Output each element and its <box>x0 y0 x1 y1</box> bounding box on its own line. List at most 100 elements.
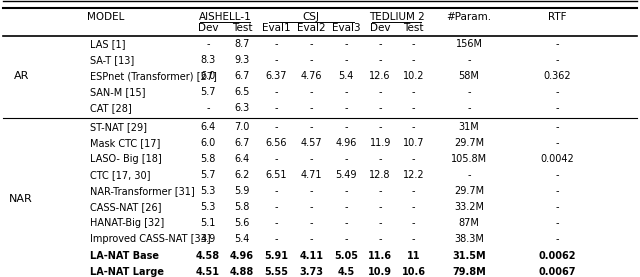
Text: 10.2: 10.2 <box>403 71 424 81</box>
Text: -: - <box>344 154 348 164</box>
Text: 12.2: 12.2 <box>403 170 424 180</box>
Text: -: - <box>310 87 314 97</box>
Text: NAR: NAR <box>9 194 33 204</box>
Text: 4.96: 4.96 <box>230 251 254 261</box>
Text: 6.56: 6.56 <box>266 138 287 148</box>
Text: -: - <box>412 154 415 164</box>
Text: -: - <box>555 103 559 113</box>
Text: -: - <box>378 219 382 229</box>
Text: -: - <box>412 87 415 97</box>
Text: -: - <box>412 202 415 212</box>
Text: -: - <box>467 170 471 180</box>
Text: -: - <box>310 219 314 229</box>
Text: -: - <box>467 87 471 97</box>
Text: -: - <box>344 39 348 49</box>
Text: -: - <box>275 202 278 212</box>
Text: -: - <box>378 87 382 97</box>
Text: -: - <box>555 39 559 49</box>
Text: 12.6: 12.6 <box>369 71 391 81</box>
Text: 3.73: 3.73 <box>300 267 324 277</box>
Text: 29.7M: 29.7M <box>454 186 484 196</box>
Text: LA-NAT Base: LA-NAT Base <box>90 251 159 261</box>
Text: Eval1: Eval1 <box>262 23 291 34</box>
Text: NAR-Transformer [31]: NAR-Transformer [31] <box>90 186 195 196</box>
Text: 5.8: 5.8 <box>234 202 250 212</box>
Text: 4.76: 4.76 <box>301 71 323 81</box>
Text: 87M: 87M <box>459 219 479 229</box>
Text: MODEL: MODEL <box>87 12 124 22</box>
Text: 7.0: 7.0 <box>234 122 250 132</box>
Text: Dev: Dev <box>198 23 218 34</box>
Text: CAT [28]: CAT [28] <box>90 103 131 113</box>
Text: -: - <box>344 87 348 97</box>
Text: 5.9: 5.9 <box>234 186 250 196</box>
Text: -: - <box>344 202 348 212</box>
Text: -: - <box>378 39 382 49</box>
Text: 10.9: 10.9 <box>368 267 392 277</box>
Text: -: - <box>378 235 382 245</box>
Text: Dev: Dev <box>370 23 390 34</box>
Text: -: - <box>275 39 278 49</box>
Text: 6.3: 6.3 <box>234 103 250 113</box>
Text: -: - <box>275 219 278 229</box>
Text: AISHELL-1: AISHELL-1 <box>198 12 252 22</box>
Text: 10.6: 10.6 <box>401 267 426 277</box>
Text: 5.1: 5.1 <box>200 219 216 229</box>
Text: -: - <box>344 219 348 229</box>
Text: 4.5: 4.5 <box>338 267 355 277</box>
Text: -: - <box>555 87 559 97</box>
Text: 31.5M: 31.5M <box>452 251 486 261</box>
Text: 38.3M: 38.3M <box>454 235 484 245</box>
Text: -: - <box>344 186 348 196</box>
Text: 4.9: 4.9 <box>200 235 216 245</box>
Text: -: - <box>555 55 559 65</box>
Text: -: - <box>310 55 314 65</box>
Text: 8.3: 8.3 <box>200 55 216 65</box>
Text: 11.6: 11.6 <box>368 251 392 261</box>
Text: -: - <box>344 103 348 113</box>
Text: -: - <box>310 103 314 113</box>
Text: 6.37: 6.37 <box>266 71 287 81</box>
Text: 105.8M: 105.8M <box>451 154 487 164</box>
Text: 31M: 31M <box>459 122 479 132</box>
Text: -: - <box>344 235 348 245</box>
Text: 5.05: 5.05 <box>334 251 358 261</box>
Text: 4.51: 4.51 <box>196 267 220 277</box>
Text: 11: 11 <box>406 251 420 261</box>
Text: 11.9: 11.9 <box>369 138 391 148</box>
Text: 29.7M: 29.7M <box>454 138 484 148</box>
Text: -: - <box>378 122 382 132</box>
Text: -: - <box>412 103 415 113</box>
Text: Improved CASS-NAT [33]: Improved CASS-NAT [33] <box>90 235 210 245</box>
Text: CASS-NAT [26]: CASS-NAT [26] <box>90 202 161 212</box>
Text: CSJ: CSJ <box>303 12 320 22</box>
Text: -: - <box>310 39 314 49</box>
Text: HANAT-Big [32]: HANAT-Big [32] <box>90 219 164 229</box>
Text: 5.6: 5.6 <box>234 219 250 229</box>
Text: -: - <box>275 55 278 65</box>
Text: 5.3: 5.3 <box>200 202 216 212</box>
Text: 0.0042: 0.0042 <box>540 154 573 164</box>
Text: -: - <box>555 138 559 148</box>
Text: -: - <box>275 235 278 245</box>
Text: 5.7: 5.7 <box>200 87 216 97</box>
Text: 6.7: 6.7 <box>234 138 250 148</box>
Text: 5.4: 5.4 <box>234 235 250 245</box>
Text: 4.88: 4.88 <box>230 267 254 277</box>
Text: 9.3: 9.3 <box>234 55 250 65</box>
Text: LAS [1]: LAS [1] <box>90 39 125 49</box>
Text: 4.71: 4.71 <box>301 170 323 180</box>
Text: 5.49: 5.49 <box>335 170 357 180</box>
Text: -: - <box>275 122 278 132</box>
Text: 6.4: 6.4 <box>200 122 216 132</box>
Text: 0.362: 0.362 <box>543 71 571 81</box>
Text: -: - <box>378 55 382 65</box>
Text: -: - <box>310 154 314 164</box>
Text: 10.7: 10.7 <box>403 138 424 148</box>
Text: -: - <box>344 55 348 65</box>
Text: -: - <box>378 154 382 164</box>
Text: RTF: RTF <box>548 12 566 22</box>
Text: -: - <box>310 122 314 132</box>
Text: -: - <box>412 219 415 229</box>
Text: LA-NAT Large: LA-NAT Large <box>90 267 164 277</box>
